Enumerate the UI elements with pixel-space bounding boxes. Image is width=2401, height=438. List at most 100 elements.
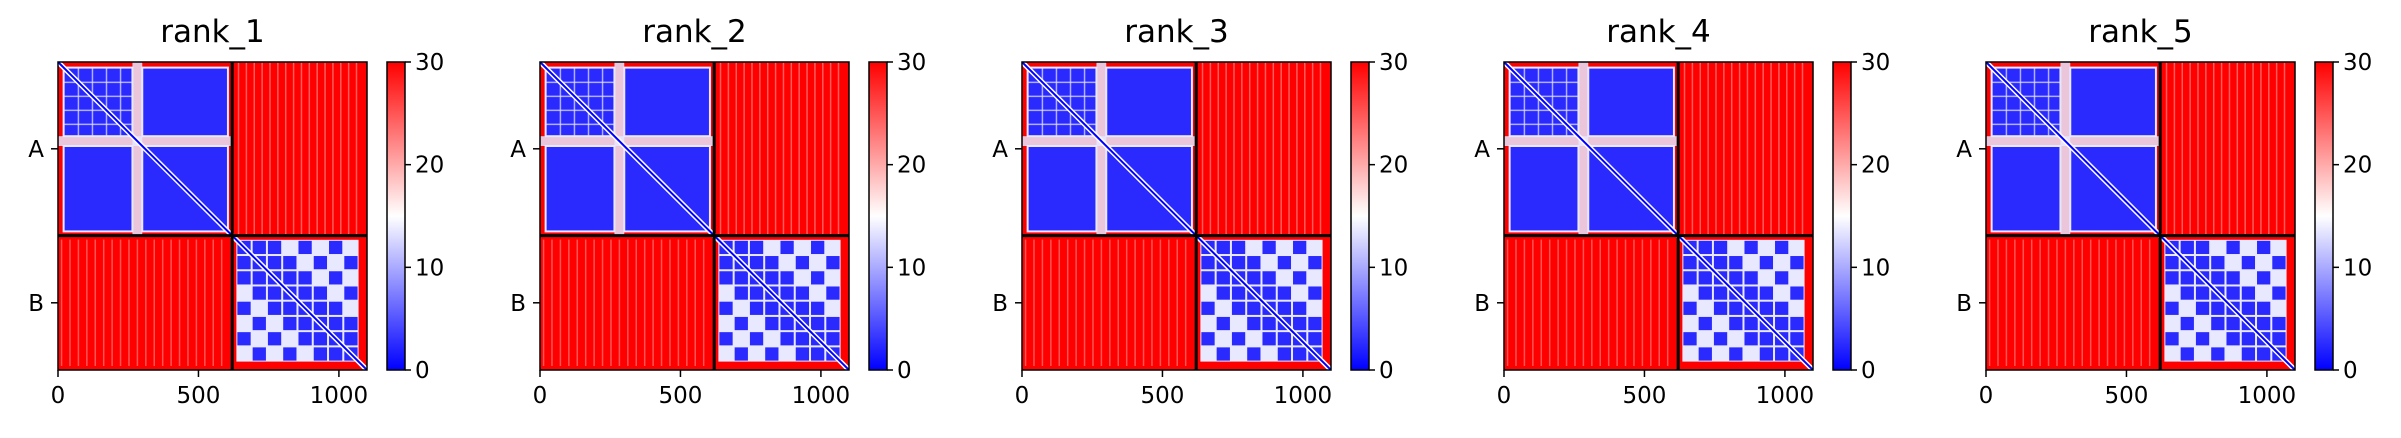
- chainB-cell: [780, 316, 794, 331]
- colorbar-frame: [868, 61, 888, 371]
- chainB-cell: [1713, 240, 1728, 255]
- offdiag-stripe: [1058, 239, 1061, 366]
- offdiag-stripe: [1142, 239, 1145, 366]
- x-tick-label: 0: [51, 383, 66, 409]
- domain-block: [2069, 66, 2157, 138]
- offdiag-stripe: [2173, 62, 2176, 236]
- chainB-cell: [2226, 286, 2240, 300]
- chainB-cell: [1277, 301, 1292, 315]
- panel-rank_5: rank_5 0 500 1000 A B 0 10 20 30: [1956, 14, 2372, 409]
- offdiag-stripe: [1241, 62, 1243, 236]
- chainB-cell: [1231, 256, 1246, 270]
- chainB-cell: [252, 240, 266, 255]
- chainB-cell: [1262, 286, 1276, 300]
- colorbar-tick-label: 30: [2343, 50, 2372, 76]
- offdiag-stripe: [1650, 239, 1652, 366]
- offdiag-stripe: [822, 62, 824, 236]
- offdiag-stripe: [1523, 239, 1526, 366]
- chainB-cell: [1262, 271, 1276, 285]
- block-gridline: [63, 123, 133, 126]
- chainB-cell: [1683, 332, 1697, 346]
- chainB-cell: [329, 301, 343, 315]
- offdiag-stripe: [2252, 62, 2254, 236]
- chainB-cell: [1698, 286, 1712, 300]
- chainB-cell: [267, 240, 282, 255]
- offdiag-stripe: [719, 62, 722, 236]
- block-gridline: [545, 109, 615, 112]
- offdiag-stripe: [2228, 62, 2231, 236]
- chainB-cell: [1775, 240, 1789, 255]
- chainB-cell: [1216, 316, 1230, 331]
- offdiag-stripe: [1125, 239, 1128, 366]
- offdiag-stripe: [627, 239, 629, 366]
- offdiag-stripe: [60, 239, 63, 366]
- offdiag-stripe: [1272, 62, 1275, 236]
- offdiag-stripe: [1083, 239, 1086, 366]
- chainB-cell: [2272, 286, 2286, 300]
- offdiag-stripe: [2220, 62, 2223, 236]
- chainB-cell: [344, 332, 358, 346]
- offdiag-stripe: [2098, 239, 2100, 366]
- offdiag-stripe: [292, 62, 295, 236]
- offdiag-stripe: [1616, 239, 1618, 366]
- offdiag-stripe: [1033, 239, 1035, 366]
- colorbar-gradient: [1351, 62, 1369, 370]
- offdiag-stripe: [355, 62, 358, 236]
- chainB-cell: [826, 332, 840, 346]
- chainB-cell: [329, 347, 343, 361]
- diagonal-line: [1504, 62, 1813, 370]
- chainB-cell: [267, 256, 282, 270]
- chainB-cell: [1201, 301, 1215, 315]
- chainB-cell: [329, 271, 343, 285]
- chainB-cell: [1308, 332, 1322, 346]
- offdiag-stripe: [1201, 62, 1204, 236]
- offdiag-stripe: [253, 62, 256, 236]
- offdiag-stripe: [542, 239, 545, 366]
- block-gridline: [545, 123, 615, 126]
- offdiag-stripe: [551, 239, 553, 366]
- chain-label-B: B: [1956, 291, 1972, 317]
- offdiag-stripe: [677, 239, 680, 366]
- chainB-cell: [329, 316, 343, 331]
- chainB-cell: [719, 301, 733, 315]
- chainB-cell: [2241, 347, 2256, 361]
- offdiag-stripe: [77, 239, 80, 366]
- chainB-cell: [298, 240, 312, 255]
- chainB-cell: [313, 332, 328, 346]
- chainB-cell: [1262, 240, 1276, 255]
- block-gridline: [1509, 81, 1579, 84]
- offdiag-stripe: [837, 62, 840, 236]
- offdiag-stripe: [2283, 62, 2286, 236]
- offdiag-stripe: [1134, 239, 1136, 366]
- chainB-cell: [719, 332, 733, 346]
- block-gridline: [1991, 123, 2061, 126]
- chainB-cell: [1308, 256, 1322, 270]
- offdiag-stripe: [2189, 62, 2191, 236]
- offdiag-stripe: [1159, 239, 1162, 366]
- chainB-cell: [237, 301, 251, 315]
- chainB-cell: [1775, 316, 1789, 331]
- chainB-cell: [1713, 256, 1728, 270]
- offdiag-stripe: [1786, 62, 1788, 236]
- domain-gap: [1986, 136, 2161, 146]
- chainB-cell: [811, 301, 825, 315]
- chainB-cell: [1262, 332, 1276, 346]
- chainB-cell: [2180, 240, 2194, 255]
- heatmap-matrix: [1022, 62, 1331, 370]
- offdiag-stripe: [766, 62, 769, 236]
- chainB-cell: [313, 301, 328, 315]
- offdiag-stripe: [1264, 62, 1267, 236]
- x-tick-label: 500: [659, 383, 703, 409]
- offdiag-stripe: [2140, 239, 2142, 366]
- domain-gap: [1022, 136, 1197, 146]
- block-gridline: [119, 67, 122, 137]
- offdiag-stripe: [743, 62, 745, 236]
- colorbar-gradient: [2315, 62, 2333, 370]
- chainB-cell: [1216, 286, 1230, 300]
- chainB-cell: [1201, 332, 1215, 346]
- chain-label-B: B: [992, 291, 1008, 317]
- offdiag-stripe: [1288, 62, 1290, 236]
- offdiag-stripe: [2106, 239, 2109, 366]
- offdiag-stripe: [601, 239, 604, 366]
- block-gridline: [587, 67, 590, 137]
